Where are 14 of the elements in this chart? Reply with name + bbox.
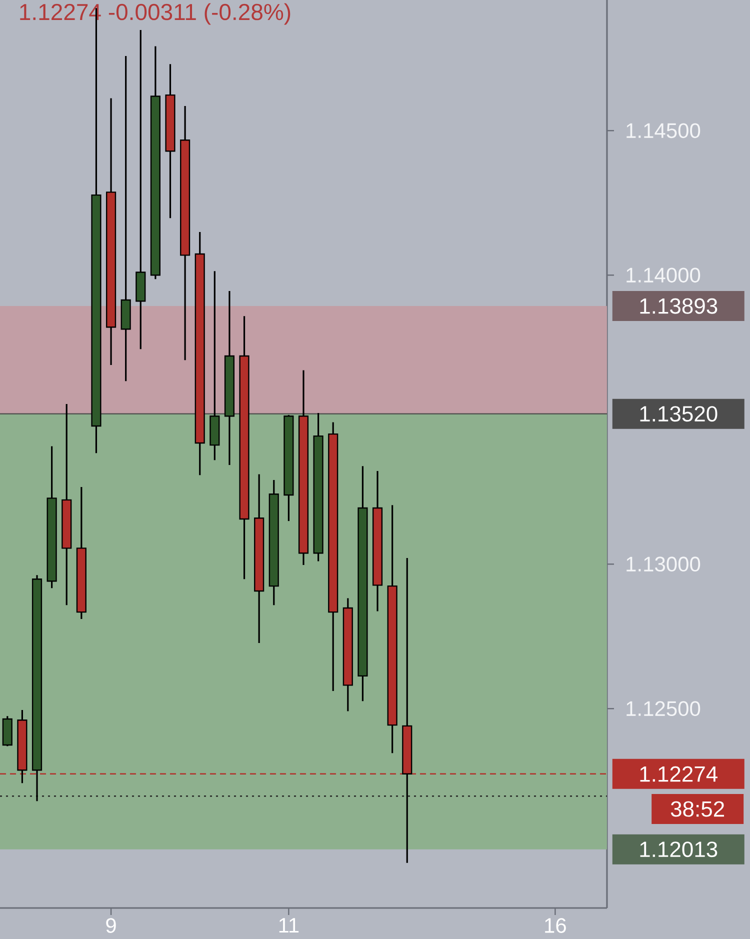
y-tick-label: 1.14500 — [626, 123, 700, 138]
y-tick-label: 1.12500 — [626, 701, 700, 716]
x-tick-label: 11 — [279, 918, 299, 933]
y-tick-label: 1.13000 — [626, 556, 700, 572]
y-tick-label: 1.14000 — [626, 268, 700, 283]
x-tick-label: 9 — [106, 918, 116, 933]
x-tick-label: 16 — [545, 918, 566, 933]
band-label: 1.13893 — [640, 298, 718, 314]
text: 38:52 — [670, 801, 724, 817]
ref-line-label: 1.13520 — [640, 406, 718, 422]
candlestick — [136, 29, 146, 350]
ref-line-label: 1.12274 — [640, 766, 718, 782]
candlestick — [120, 55, 131, 382]
band-label: 1.12013 — [640, 842, 718, 858]
